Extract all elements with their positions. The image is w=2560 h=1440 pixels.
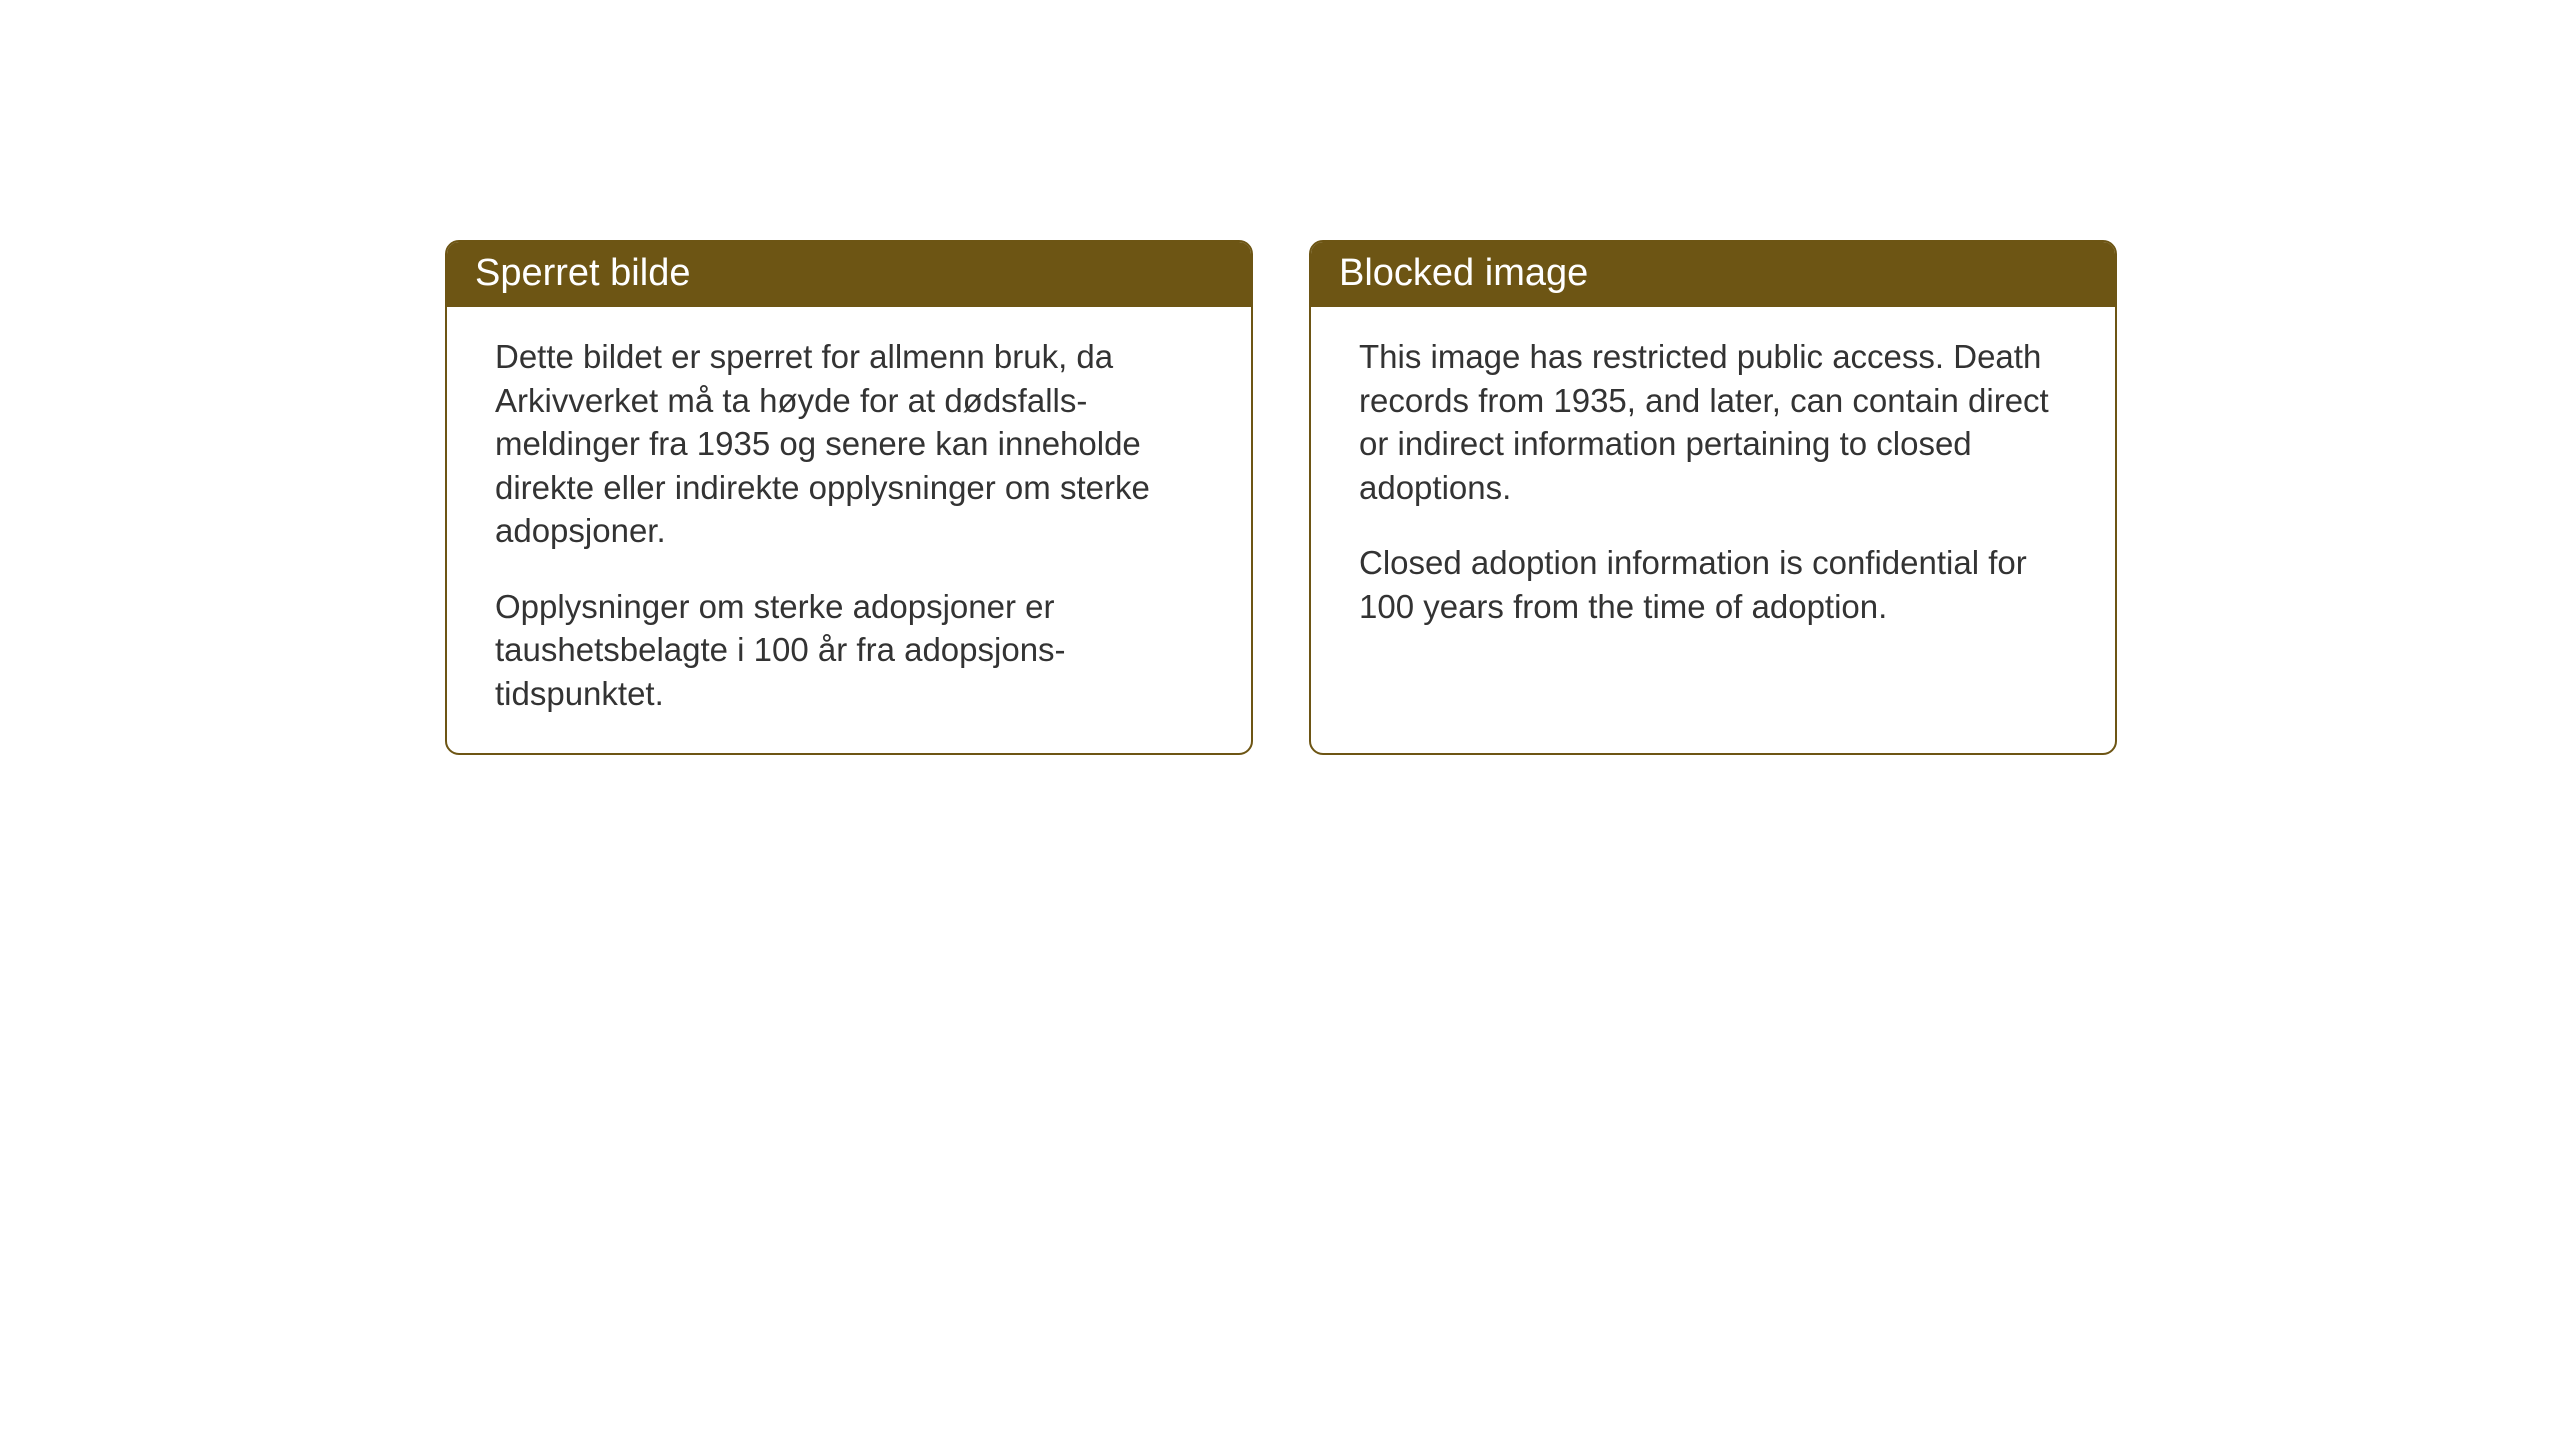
- norwegian-paragraph-1: Dette bildet er sperret for allmenn bruk…: [495, 335, 1203, 553]
- english-paragraph-1: This image has restricted public access.…: [1359, 335, 2067, 509]
- english-notice-card: Blocked image This image has restricted …: [1309, 240, 2117, 755]
- english-card-body: This image has restricted public access.…: [1311, 307, 2115, 666]
- norwegian-card-title: Sperret bilde: [447, 242, 1251, 307]
- norwegian-notice-card: Sperret bilde Dette bildet er sperret fo…: [445, 240, 1253, 755]
- norwegian-paragraph-2: Opplysninger om sterke adopsjoner er tau…: [495, 585, 1203, 716]
- english-card-title: Blocked image: [1311, 242, 2115, 307]
- norwegian-card-body: Dette bildet er sperret for allmenn bruk…: [447, 307, 1251, 753]
- cards-container: Sperret bilde Dette bildet er sperret fo…: [445, 240, 2117, 755]
- english-paragraph-2: Closed adoption information is confident…: [1359, 541, 2067, 628]
